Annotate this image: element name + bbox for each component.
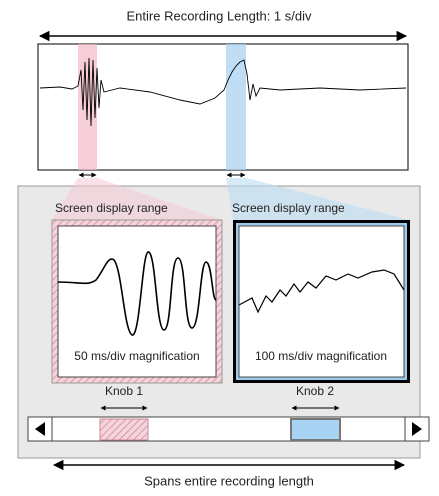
- right-arrow-icon: [412, 422, 422, 436]
- recording-box: [37, 43, 409, 171]
- recording-waveform: [39, 57, 407, 127]
- blue-funnel: [226, 178, 410, 220]
- zoom-waveform: [57, 251, 217, 336]
- knob-1[interactable]: [99, 418, 149, 441]
- zoom-view: [238, 225, 405, 378]
- zoom-view: [57, 225, 217, 378]
- left-arrow-icon: [35, 422, 45, 436]
- panel-label: Screen display range: [55, 201, 168, 215]
- knob-label: Knob 2: [296, 384, 334, 398]
- knob-2[interactable]: [290, 418, 341, 441]
- title: Entire Recording Length: 1 s/div: [127, 8, 312, 23]
- panel-caption: 100 ms/div magnification: [255, 349, 387, 363]
- panel-caption: 50 ms/div magnification: [74, 349, 199, 363]
- blue-range: [226, 44, 246, 170]
- scrollbar[interactable]: [27, 416, 430, 442]
- footer-caption: Spans entire recording length: [144, 473, 314, 488]
- zoom-waveform: [238, 269, 405, 314]
- knob-label: Knob 1: [105, 384, 143, 398]
- pink-funnel: [52, 178, 222, 220]
- panel-label: Screen display range: [232, 201, 345, 215]
- scroll-left-button[interactable]: [27, 416, 53, 442]
